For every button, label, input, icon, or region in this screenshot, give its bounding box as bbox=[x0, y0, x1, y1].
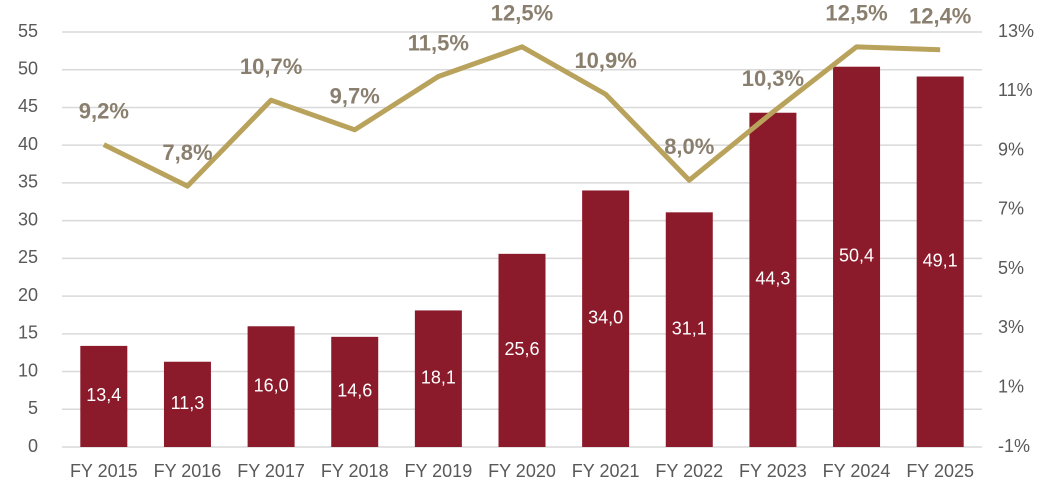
line-label: 7,8% bbox=[162, 140, 212, 165]
y-tick-label: 35 bbox=[18, 172, 38, 192]
bar-label: 44,3 bbox=[755, 269, 790, 289]
bar-label: 13,4 bbox=[86, 385, 121, 405]
y-tick-label: 25 bbox=[18, 247, 38, 267]
x-tick-label: FY 2024 bbox=[823, 461, 891, 481]
bar bbox=[749, 112, 797, 448]
x-tick-label: FY 2018 bbox=[321, 461, 389, 481]
y2-tick-label: 11% bbox=[998, 80, 1033, 100]
bar bbox=[80, 345, 128, 447]
x-tick-label: FY 2017 bbox=[237, 461, 305, 481]
bar-label: 49,1 bbox=[923, 251, 958, 271]
line-label: 12,4% bbox=[909, 4, 971, 29]
line-label: 11,5% bbox=[408, 30, 469, 55]
x-tick-label: FY 2019 bbox=[404, 461, 472, 481]
y-tick-label: 30 bbox=[18, 209, 38, 229]
y-tick-label: 20 bbox=[18, 285, 38, 305]
x-tick-label: FY 2025 bbox=[906, 461, 974, 481]
bar bbox=[833, 66, 881, 447]
line-label: 10,7% bbox=[240, 54, 302, 79]
bar bbox=[916, 76, 964, 447]
bar-label: 25,6 bbox=[504, 339, 539, 359]
bar bbox=[247, 326, 295, 447]
x-tick-label: FY 2022 bbox=[655, 461, 723, 481]
bar-label: 50,4 bbox=[839, 246, 874, 266]
line-label: 9,7% bbox=[330, 84, 380, 109]
bar-label: 11,3 bbox=[171, 393, 205, 413]
y-tick-label: 40 bbox=[18, 134, 38, 154]
y-tick-label: 15 bbox=[18, 323, 38, 343]
bar-label: 16,0 bbox=[254, 375, 289, 395]
y-tick-label: 5 bbox=[28, 398, 38, 418]
bar bbox=[163, 361, 211, 447]
x-tick-label: FY 2015 bbox=[70, 461, 138, 481]
bar bbox=[414, 310, 462, 447]
line-label: 10,9% bbox=[574, 48, 636, 73]
line-label: 12,5% bbox=[491, 1, 553, 26]
line bbox=[102, 44, 941, 189]
y-tick-label: 50 bbox=[18, 58, 38, 78]
y2-tick-label: 3% bbox=[998, 317, 1024, 337]
y2-tick-label: 9% bbox=[998, 139, 1024, 159]
x-tick-label: FY 2023 bbox=[739, 461, 807, 481]
bar bbox=[582, 190, 630, 448]
y-tick-label: 10 bbox=[18, 360, 38, 380]
bar bbox=[665, 212, 713, 447]
line-label: 12,5% bbox=[825, 1, 887, 26]
y2-tick-label: 5% bbox=[998, 258, 1024, 278]
y-tick-label: 45 bbox=[18, 96, 38, 116]
bar-label: 18,1 bbox=[421, 367, 456, 387]
x-tick-label: FY 2020 bbox=[488, 461, 556, 481]
line-label: 9,2% bbox=[79, 98, 129, 123]
y2-tick-label: 7% bbox=[998, 199, 1024, 219]
line-label: 10,3% bbox=[742, 66, 804, 91]
y-tick-label: 0 bbox=[28, 436, 38, 456]
bar-label: 14,6 bbox=[337, 381, 372, 401]
bar-label: 34,0 bbox=[588, 307, 623, 327]
bar-label: 31,1 bbox=[672, 318, 707, 338]
y2-tick-label: -1% bbox=[998, 436, 1030, 456]
bar bbox=[498, 253, 546, 447]
bar bbox=[331, 336, 379, 447]
x-tick-label: FY 2021 bbox=[572, 461, 640, 481]
line-label: 8,0% bbox=[664, 134, 714, 159]
y-tick-label: 55 bbox=[18, 21, 38, 41]
y2-tick-label: 1% bbox=[998, 376, 1024, 396]
y2-tick-label: 13% bbox=[998, 21, 1034, 41]
x-tick-label: FY 2016 bbox=[154, 461, 222, 481]
